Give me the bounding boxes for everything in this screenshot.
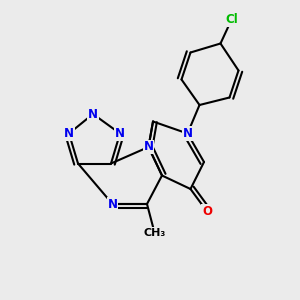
Text: Cl: Cl [225, 13, 238, 26]
Text: O: O [202, 205, 212, 218]
Text: N: N [182, 127, 193, 140]
Text: CH₃: CH₃ [143, 227, 166, 238]
Text: N: N [64, 127, 74, 140]
Text: N: N [115, 127, 125, 140]
Text: N: N [88, 107, 98, 121]
Text: N: N [107, 197, 118, 211]
Text: N: N [143, 140, 154, 154]
